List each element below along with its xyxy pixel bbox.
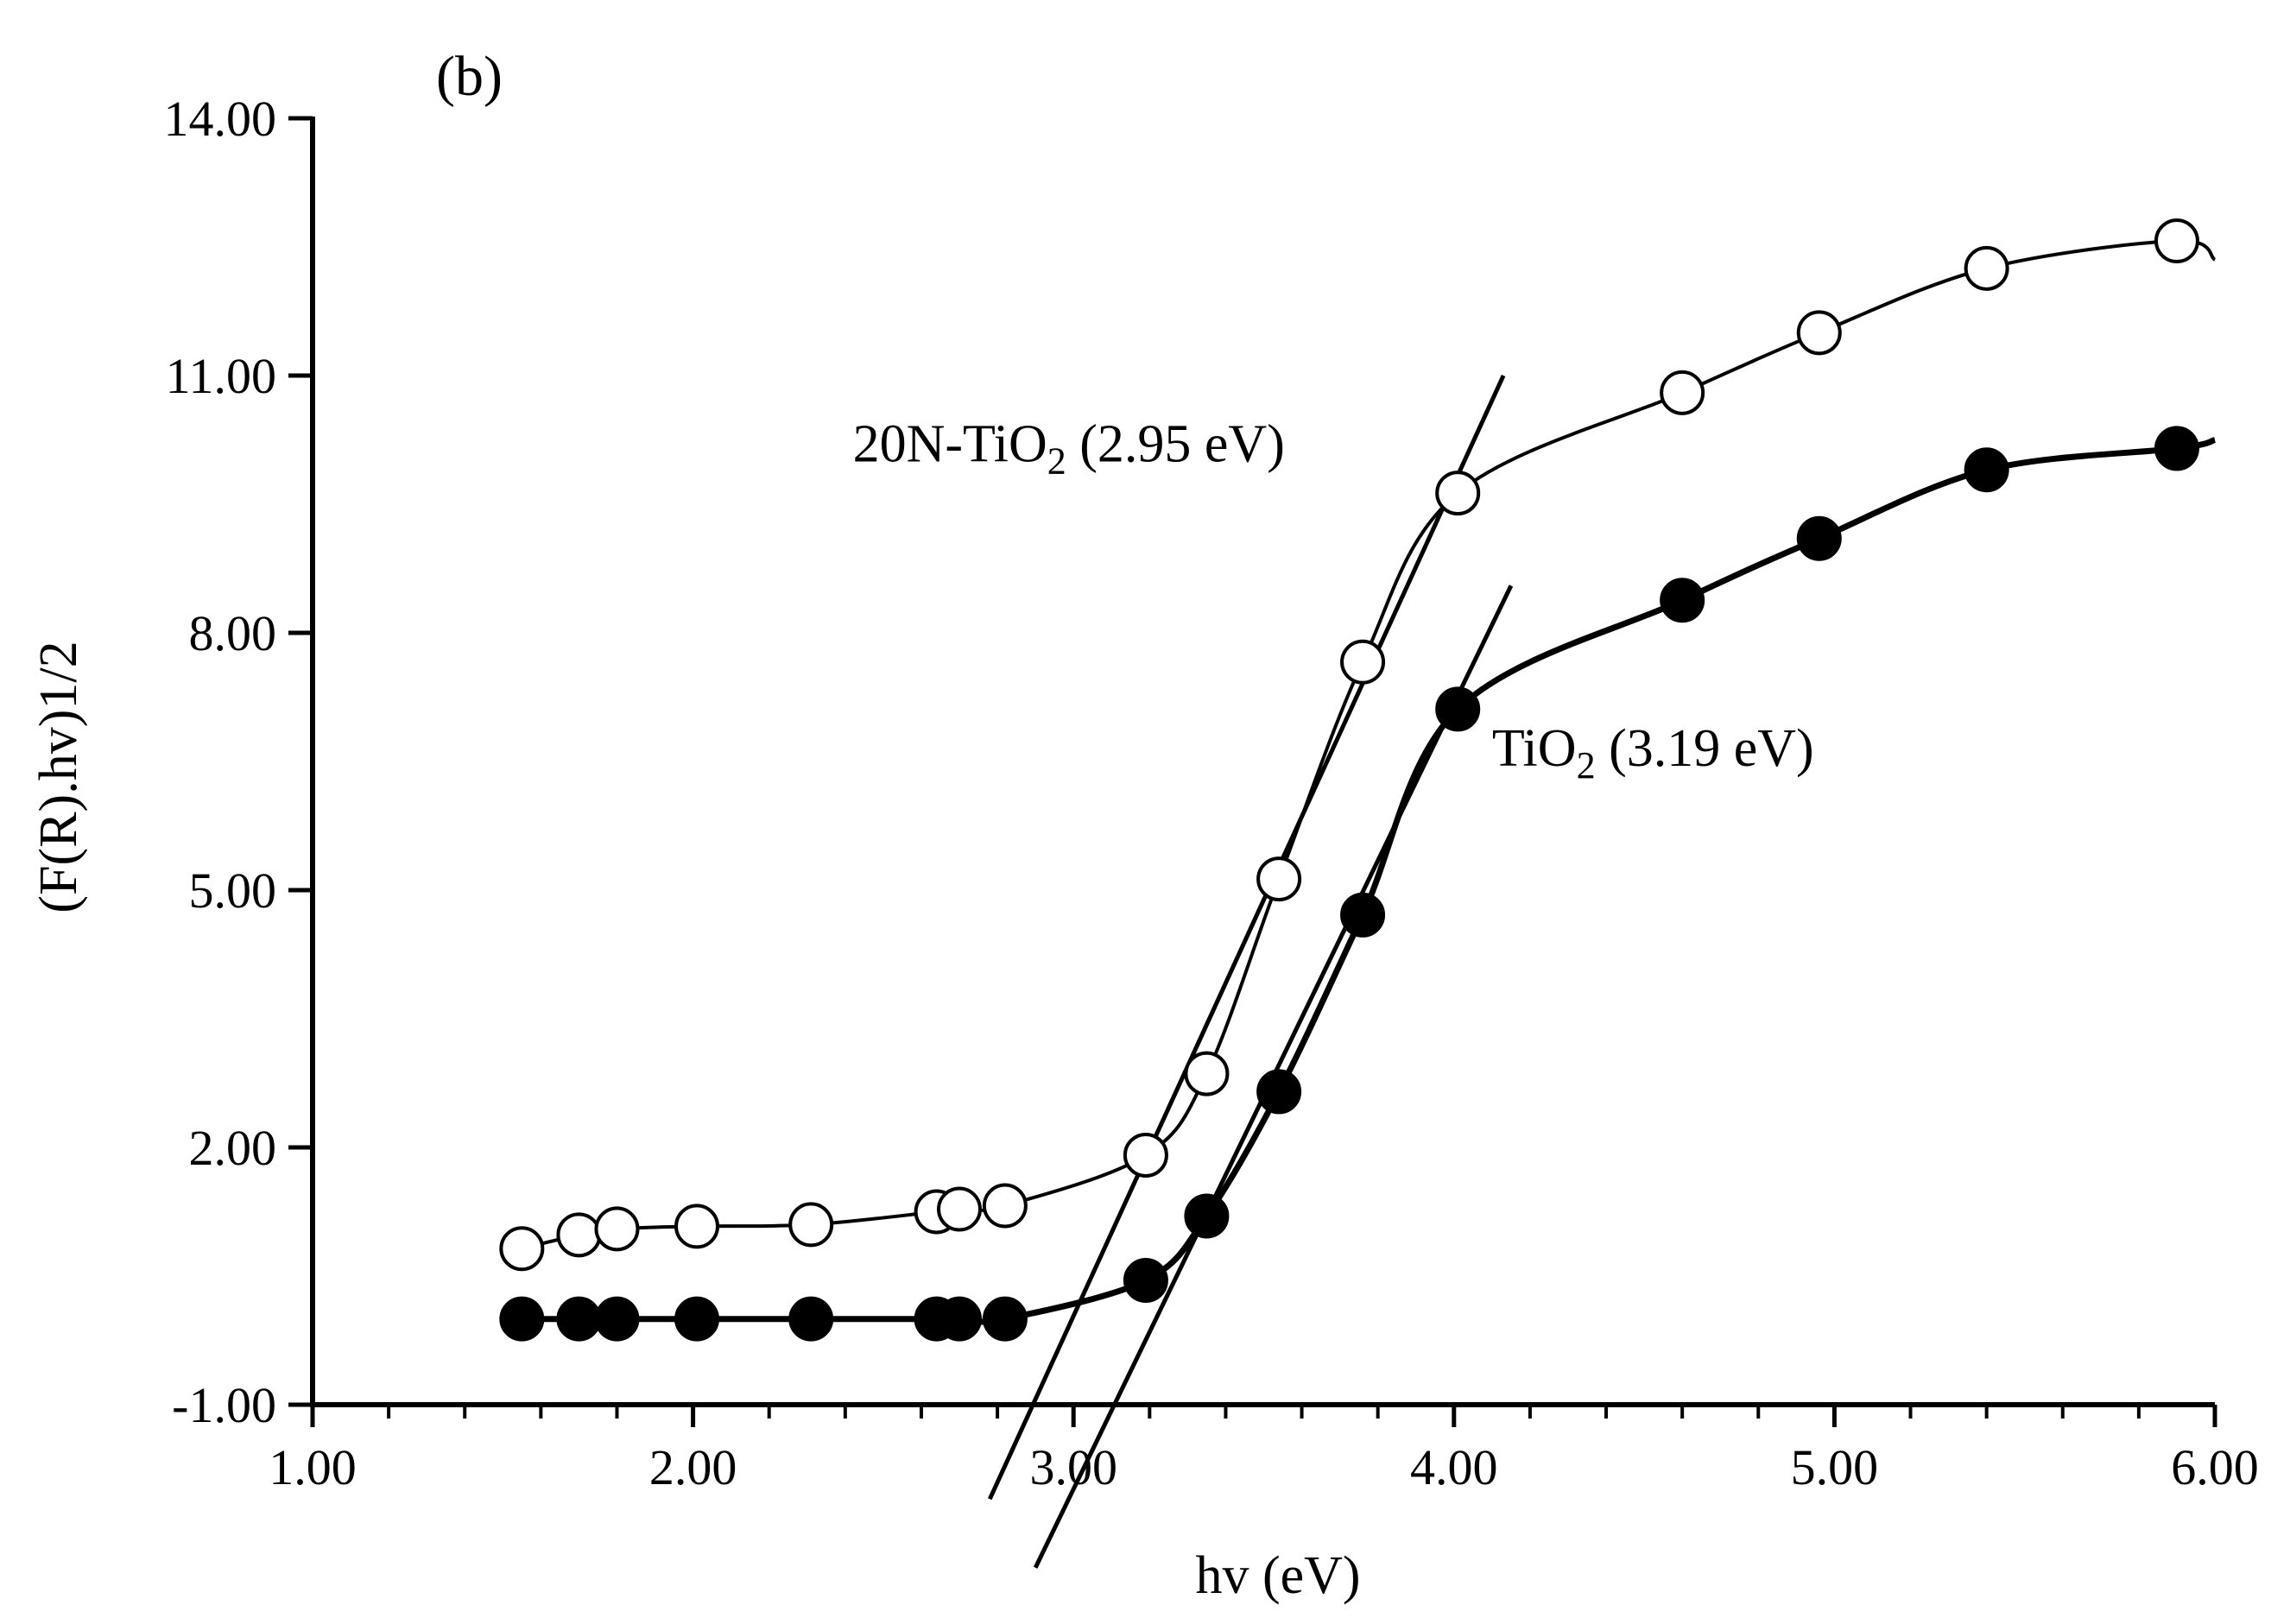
data-markers bbox=[499, 218, 2199, 1342]
point-20n-tio2 bbox=[1256, 856, 1302, 902]
point-20n-tio2 bbox=[788, 1202, 834, 1248]
point-20n-tio2 bbox=[499, 1226, 545, 1272]
axes: -1.00 2.00 5.00 8.00 11.00 14.00 1.00 2.00 3.00 4… bbox=[164, 91, 2259, 1495]
point-tio2 bbox=[1256, 1069, 1302, 1115]
point-20n-tio2 bbox=[1184, 1051, 1230, 1096]
label-tio2: TiO2 (3.19 eV) bbox=[1492, 719, 1814, 787]
point-20n-tio2 bbox=[1123, 1132, 1168, 1178]
point-tio2 bbox=[556, 1296, 602, 1342]
series-line-tio2 bbox=[522, 437, 2217, 1325]
x-tick-label: 1.00 bbox=[269, 1439, 357, 1495]
point-20n-tio2 bbox=[1660, 370, 1705, 415]
point-tio2 bbox=[982, 1296, 1028, 1342]
point-20n-tio2 bbox=[556, 1212, 602, 1258]
point-20n-tio2 bbox=[1340, 639, 1386, 685]
point-tio2 bbox=[1660, 578, 1705, 623]
tangent-lines bbox=[987, 374, 1514, 1569]
x-axis-title: hv (eV) bbox=[1195, 1546, 1360, 1605]
point-20n-tio2 bbox=[937, 1186, 983, 1232]
point-tio2 bbox=[674, 1296, 720, 1342]
y-tick-label: 5.00 bbox=[189, 863, 277, 919]
y-tick-label: 11.00 bbox=[166, 348, 276, 404]
point-tio2 bbox=[1435, 686, 1481, 732]
y-tick-label: -1.00 bbox=[172, 1377, 276, 1433]
series-line-20n-tio2 bbox=[521, 238, 2217, 1251]
point-20n-tio2 bbox=[1435, 471, 1481, 516]
fitted-curves bbox=[521, 238, 2217, 1325]
x-tick-label: 2.00 bbox=[649, 1439, 737, 1495]
point-20n-tio2 bbox=[1964, 245, 2009, 291]
point-tio2 bbox=[1184, 1193, 1230, 1239]
point-20n-tio2 bbox=[982, 1183, 1028, 1229]
point-tio2 bbox=[499, 1296, 545, 1342]
label-20n-tio2: 20N-TiO2 (2.95 eV) bbox=[853, 414, 1285, 482]
y-tick-label: 8.00 bbox=[189, 605, 277, 661]
chart-labels: (b) hv (eV) (F(R).hv)1/2 20N-TiO2 (2.95 … bbox=[29, 45, 1814, 1605]
point-tio2 bbox=[1796, 515, 1842, 561]
panel-label: (b) bbox=[436, 45, 503, 108]
x-tick-label: 3.00 bbox=[1029, 1439, 1117, 1495]
point-20n-tio2 bbox=[594, 1206, 640, 1252]
point-20n-tio2 bbox=[2154, 218, 2199, 264]
point-tio2 bbox=[594, 1296, 640, 1342]
point-tio2 bbox=[937, 1296, 983, 1342]
point-20n-tio2 bbox=[674, 1204, 720, 1249]
y-axis-title: (F(R).hv)1/2 bbox=[29, 641, 88, 913]
x-tick-label: 5.00 bbox=[1791, 1439, 1879, 1495]
point-tio2 bbox=[2154, 426, 2199, 471]
point-tio2 bbox=[1340, 892, 1386, 938]
point-20n-tio2 bbox=[1796, 310, 1842, 356]
tangent-line-20n-tio2 bbox=[987, 374, 1506, 1501]
point-tio2 bbox=[1123, 1257, 1168, 1303]
x-tick-label: 4.00 bbox=[1410, 1439, 1498, 1495]
y-tick-label: 14.00 bbox=[164, 91, 277, 147]
y-tick-label: 2.00 bbox=[189, 1120, 277, 1176]
point-tio2 bbox=[788, 1296, 834, 1342]
x-tick-label: 6.00 bbox=[2171, 1439, 2259, 1495]
point-tio2 bbox=[1964, 447, 2009, 493]
